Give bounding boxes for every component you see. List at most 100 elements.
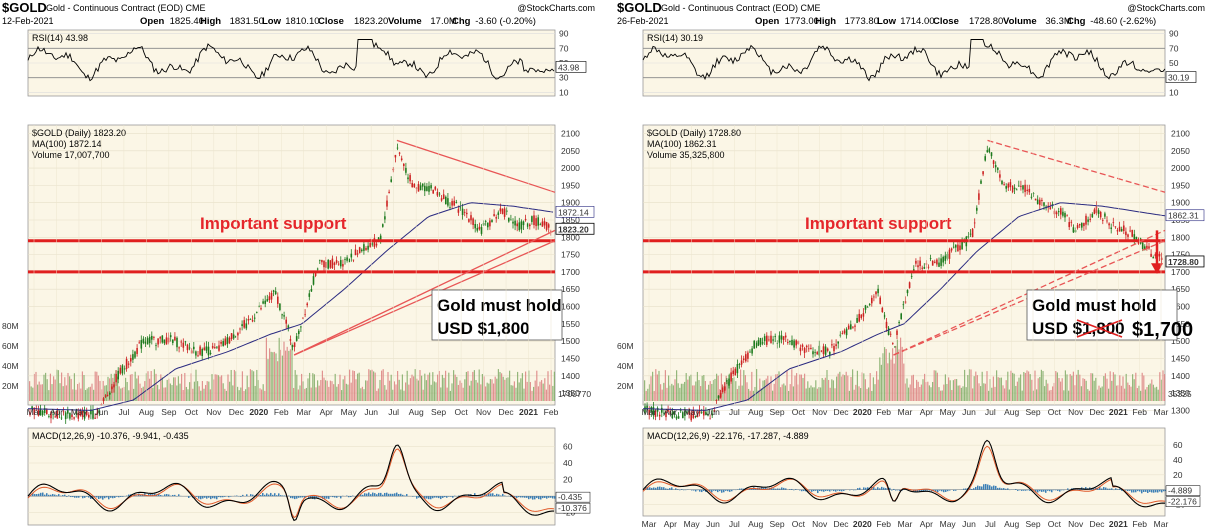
volume-bar — [706, 389, 708, 401]
volume-bar — [1144, 389, 1146, 401]
macd-histogram-bar — [56, 495, 58, 497]
macd-histogram-bar — [1019, 489, 1021, 491]
volume-bar — [1061, 378, 1063, 401]
month-label-bottom: May — [684, 519, 701, 529]
macd-histogram-bar — [214, 496, 216, 499]
macd-histogram-bar — [430, 496, 432, 500]
macd-histogram-bar — [649, 487, 651, 490]
volume-bar — [392, 389, 394, 401]
volume-bar — [645, 390, 647, 401]
volume-bar — [443, 377, 445, 401]
volume-bar — [529, 382, 531, 401]
month-label: Jun — [364, 407, 378, 417]
price-candle-body — [98, 410, 101, 413]
macd-histogram-bar — [162, 495, 164, 497]
volume-bar — [216, 374, 218, 401]
price-candle-body — [1152, 257, 1154, 259]
volume-bar — [1122, 376, 1124, 401]
price-candle-body — [973, 222, 976, 224]
volume-bar — [695, 381, 697, 401]
macd-histogram-bar — [492, 493, 494, 497]
price-candle-body — [96, 412, 98, 415]
volume-bar — [810, 385, 812, 401]
macd-histogram-bar — [428, 496, 430, 500]
volume-bar — [672, 385, 674, 401]
volume-bar — [1111, 380, 1113, 401]
volume-bar — [150, 371, 152, 401]
price-candle-body — [843, 330, 846, 334]
volume-bar — [133, 388, 135, 401]
volume-bar — [848, 390, 850, 401]
price-candle-body — [833, 345, 835, 352]
price-candle-body — [119, 367, 122, 374]
month-label: Oct — [185, 407, 199, 417]
macd-histogram-bar — [82, 496, 84, 499]
price-candle-body — [146, 338, 149, 345]
quote-chg-label: Chg — [452, 16, 471, 27]
macd-histogram-bar — [386, 492, 388, 497]
volume-bar — [491, 379, 493, 401]
volume-bar — [717, 375, 719, 401]
price-candle-body — [789, 340, 791, 343]
month-label: Nov — [1068, 407, 1084, 417]
price-candle-body — [654, 410, 657, 417]
price-candle-body — [1087, 219, 1089, 222]
volume-bar — [483, 376, 485, 401]
volume-bar — [456, 376, 458, 401]
macd-histogram-bar — [813, 489, 815, 492]
macd-histogram-bar — [352, 495, 354, 497]
price-candle-body — [346, 257, 348, 261]
volume-bar — [422, 389, 424, 401]
macd-histogram-bar — [396, 492, 398, 497]
macd-histogram-bar — [659, 486, 661, 490]
price-candle-body — [340, 260, 342, 267]
volume-bar — [1005, 380, 1007, 401]
macd-histogram-bar — [1135, 489, 1137, 493]
volume-bar — [1100, 387, 1102, 401]
volume-last-value: 35325 — [1168, 389, 1192, 399]
macd-histogram-bar — [1129, 489, 1131, 491]
price-candle-body — [808, 348, 810, 350]
price-candle-body — [818, 345, 821, 356]
macd-histogram-bar — [923, 489, 925, 492]
macd-histogram-bar — [1159, 489, 1161, 492]
rsi-legend: RSI(14) 30.19 — [647, 33, 703, 43]
macd-histogram-bar — [981, 486, 983, 490]
month-label: May — [71, 407, 88, 417]
volume-bar — [960, 387, 962, 401]
volume-bar — [326, 380, 328, 401]
macd-histogram-bar — [332, 496, 334, 498]
macd-histogram-bar — [166, 494, 168, 497]
price-candle-body — [468, 219, 470, 222]
volume-bar — [959, 385, 961, 401]
macd-histogram-bar — [1099, 487, 1101, 490]
macd-histogram-bar — [376, 494, 378, 497]
macd-histogram-bar — [693, 489, 695, 491]
volume-bar — [1138, 385, 1140, 401]
volume-bar — [118, 386, 120, 401]
price-candle-body — [161, 335, 164, 343]
price-candle-body — [847, 325, 850, 330]
volume-bar — [352, 370, 354, 401]
price-candle-body — [188, 347, 191, 349]
macd-histogram-bar — [1125, 489, 1127, 491]
volume-bar — [448, 372, 450, 401]
macd-histogram-bar — [444, 496, 446, 498]
volume-bar — [109, 378, 111, 401]
macd-histogram-bar — [955, 489, 957, 491]
price-tick: 1500 — [561, 336, 580, 346]
price-candle-body — [463, 211, 466, 213]
macd-histogram-bar — [1007, 488, 1009, 490]
month-label-bottom: 2020 — [853, 519, 872, 529]
price-candle-body — [157, 338, 159, 345]
volume-bar — [1076, 374, 1078, 401]
volume-bar — [424, 373, 426, 401]
volume-bar — [401, 374, 403, 401]
macd-tick: 60 — [1173, 440, 1183, 450]
macd-histogram-bar — [498, 494, 500, 497]
price-candle-body — [279, 303, 281, 310]
volume-bar — [512, 385, 514, 401]
macd-histogram-bar — [821, 489, 823, 492]
macd-histogram-bar — [647, 487, 649, 490]
volume-bar — [211, 374, 213, 401]
